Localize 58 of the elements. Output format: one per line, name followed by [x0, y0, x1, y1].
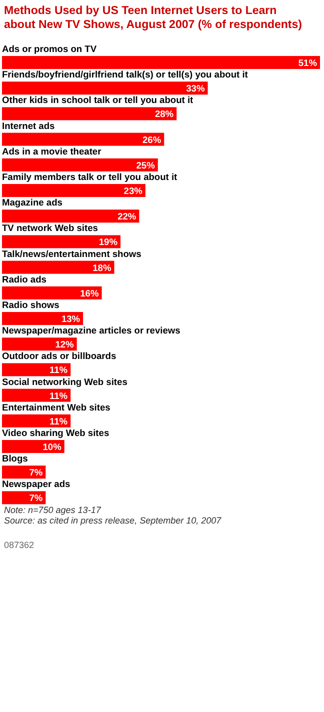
data-label: 26%: [142, 134, 162, 145]
bar: [2, 286, 102, 300]
data-label: 33%: [186, 84, 206, 94]
bar: [2, 235, 120, 248]
text: 087362: [4, 540, 34, 550]
data-label: 19%: [98, 237, 118, 248]
y-tick-label: Friends/boyfriend/girlfriend talk(s) or tell(s) you about it: [2, 70, 248, 80]
y-tick-label: Video sharing Web sites: [2, 428, 110, 438]
bar: [2, 414, 71, 428]
data-label: 25%: [136, 160, 156, 170]
chart-title: Methods Used by US Teen Internet Users to Learn about New TV Shows, August 2007 (% of respondents): [4, 5, 302, 31]
data-label: 18%: [92, 262, 112, 273]
y-tick-label: Outdoor ads or billboards: [2, 351, 116, 362]
data-label: 11%: [49, 390, 68, 401]
y-tick-label: TV network Web sites: [2, 223, 98, 234]
bar: [2, 82, 208, 95]
bar: [2, 260, 114, 274]
bar: [2, 312, 84, 325]
annotation: Note: n=750 ages 13-17: [4, 504, 102, 515]
bar: [2, 210, 140, 223]
y-tick-label: Talk/news/entertainment shows: [2, 248, 142, 259]
y-tick-label: Other kids in school talk or tell you about it: [2, 95, 194, 106]
y-tick-label: Radio shows: [2, 300, 60, 310]
data-label: 10%: [42, 442, 62, 452]
bar: [2, 363, 71, 376]
y-tick-label: Newspaper/magazine articles or reviews: [2, 326, 180, 336]
y-tick-label: Entertainment Web sites: [2, 402, 110, 412]
bar: [2, 466, 46, 479]
data-label: 13%: [61, 314, 81, 324]
data-label: 23%: [124, 186, 144, 196]
data-label: 28%: [154, 109, 174, 120]
y-tick-label: Ads in a movie theater: [2, 146, 102, 156]
bar: [2, 184, 146, 197]
y-tick-label: Internet ads: [2, 120, 55, 131]
bar: [2, 132, 164, 146]
y-tick-label: Social networking Web sites: [2, 376, 128, 387]
y-tick-label: Magazine ads: [2, 198, 62, 208]
bar: [2, 338, 77, 351]
data-label: 51%: [298, 58, 318, 68]
data-label: 16%: [80, 288, 100, 298]
y-tick-label: Newspaper ads: [2, 479, 70, 490]
bar: [2, 388, 71, 402]
bar: [2, 158, 158, 172]
source-note: Source: as cited in press release, September 10, 2007: [4, 515, 222, 526]
y-tick-label: Blogs: [2, 454, 28, 464]
y-tick-label: Radio ads: [2, 274, 46, 284]
bar: [2, 440, 64, 453]
data-label: 11%: [49, 416, 68, 426]
data-label: 11%: [49, 365, 68, 376]
y-tick-label: Family members talk or tell you about it: [2, 172, 178, 182]
bar: [2, 491, 46, 504]
data-label: 7%: [29, 493, 44, 504]
bar: [2, 107, 177, 120]
y-tick-label: Ads or promos on TV: [2, 44, 98, 54]
data-label: 7%: [29, 468, 44, 478]
data-label: 12%: [55, 340, 75, 350]
bar: [2, 56, 320, 69]
data-label: 22%: [118, 212, 137, 222]
